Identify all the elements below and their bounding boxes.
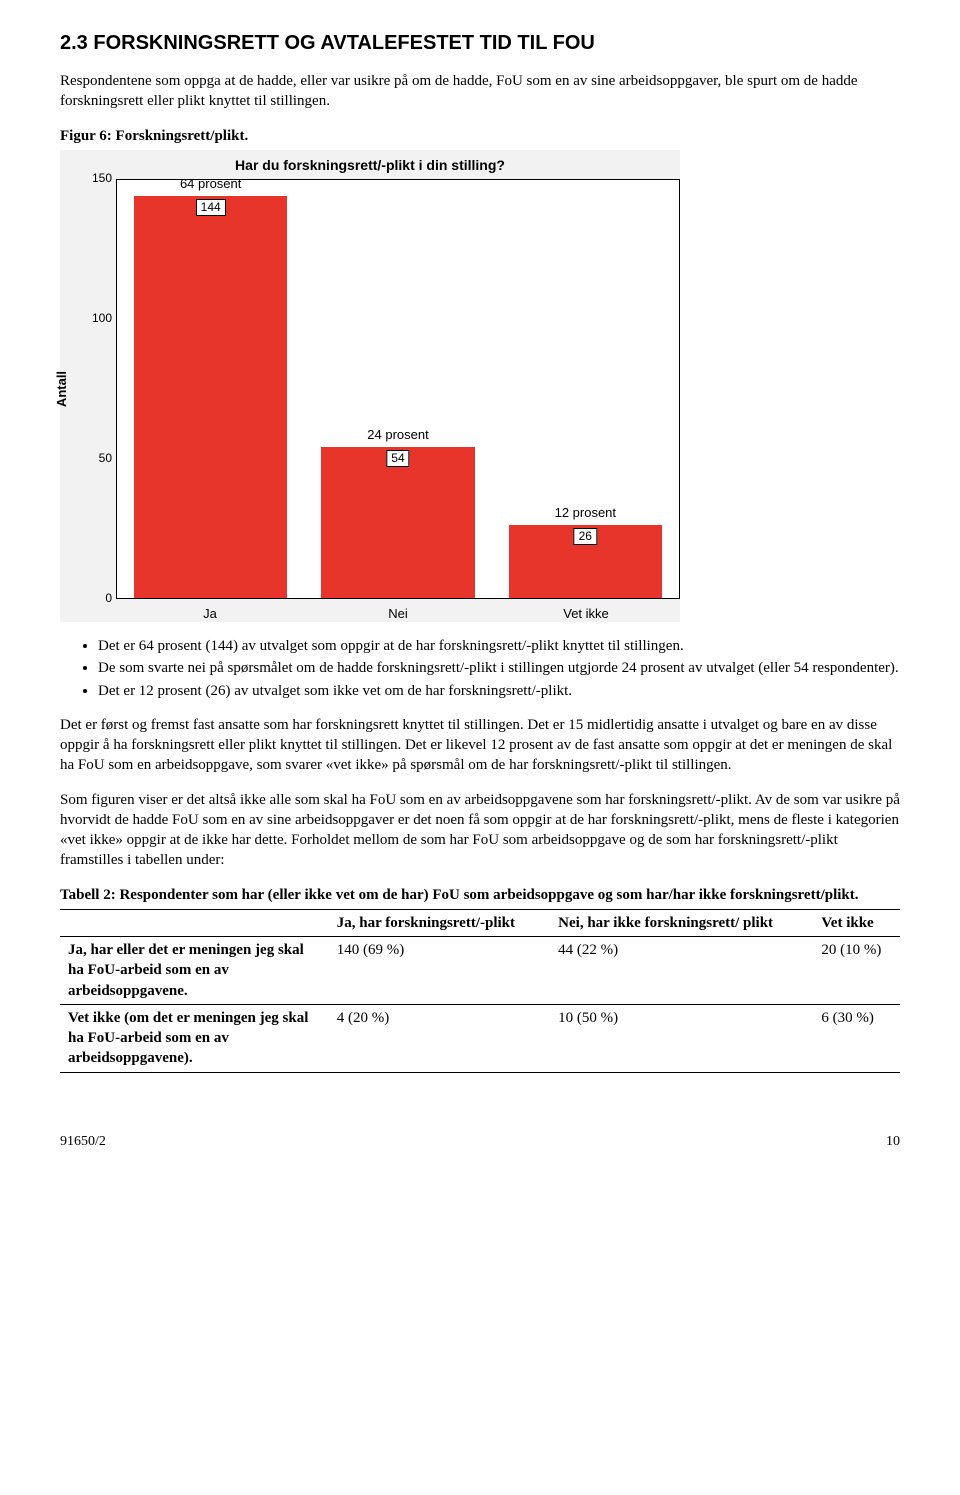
figure-caption: Figur 6: Forskningsrett/plikt. <box>60 126 900 146</box>
section-heading: 2.3 FORSKNINGSRETT OG AVTALEFESTET TID T… <box>60 30 900 57</box>
chart-bar-pct-label: 64 prosent <box>134 175 288 193</box>
chart-xtick: Nei <box>304 599 492 623</box>
page-footer: 91650/2 10 <box>60 1133 900 1152</box>
bullet-item: Det er 64 prosent (144) av utvalget som … <box>98 636 900 656</box>
chart-xtick: Vet ikke <box>492 599 680 623</box>
chart-bar-pct-label: 12 prosent <box>509 504 663 522</box>
chart-xtick: Ja <box>116 599 304 623</box>
table-row: Ja, har eller det er meningen jeg skal h… <box>60 937 900 1005</box>
chart-bar-n-label: 54 <box>386 450 409 468</box>
chart-bar-n-label: 144 <box>196 199 226 217</box>
chart-plot-area: 64 prosent14424 prosent5412 prosent26 <box>116 179 680 599</box>
chart-bar <box>134 196 288 597</box>
bullet-list: Det er 64 prosent (144) av utvalget som … <box>60 636 900 701</box>
table-cell: 4 (20 %) <box>329 1004 550 1072</box>
table-cell: 20 (10 %) <box>813 937 900 1005</box>
bar-chart: Har du forskningsrett/-plikt i din still… <box>60 150 680 622</box>
chart-ytick: 150 <box>92 171 112 187</box>
table-header-cell <box>60 909 329 936</box>
table-cell: 6 (30 %) <box>813 1004 900 1072</box>
table-cell: 44 (22 %) <box>550 937 813 1005</box>
body-paragraph-2: Som figuren viser er det altså ikke alle… <box>60 790 900 871</box>
table-rowhead-cell: Vet ikke (om det er meningen jeg skal ha… <box>60 1004 329 1072</box>
body-paragraph-1: Det er først og fremst fast ansatte som … <box>60 715 900 776</box>
chart-ytick: 100 <box>92 311 112 327</box>
table-header-cell: Ja, har forskningsrett/-plikt <box>329 909 550 936</box>
bullet-item: De som svarte nei på spørsmålet om de ha… <box>98 658 900 678</box>
table-cell: 10 (50 %) <box>550 1004 813 1072</box>
table-rowhead-cell: Ja, har eller det er meningen jeg skal h… <box>60 937 329 1005</box>
chart-ylabel: Antall <box>53 371 71 407</box>
chart-bar-pct-label: 24 prosent <box>321 426 475 444</box>
intro-paragraph: Respondentene som oppga at de hadde, ell… <box>60 71 900 112</box>
table-cell: 140 (69 %) <box>329 937 550 1005</box>
bullet-item: Det er 12 prosent (26) av utvalget som i… <box>98 681 900 701</box>
chart-bar <box>321 447 475 597</box>
footer-docref: 91650/2 <box>60 1133 106 1152</box>
footer-pagenum: 10 <box>886 1133 900 1152</box>
table-header-cell: Nei, har ikke forskningsrett/ plikt <box>550 909 813 936</box>
table-header-cell: Vet ikke <box>813 909 900 936</box>
chart-ytick: 0 <box>105 591 112 607</box>
table-2: Ja, har forskningsrett/-pliktNei, har ik… <box>60 909 900 1073</box>
table-caption: Tabell 2: Respondenter som har (eller ik… <box>60 885 900 905</box>
chart-ytick: 50 <box>99 451 112 467</box>
table-row: Vet ikke (om det er meningen jeg skal ha… <box>60 1004 900 1072</box>
chart-bar-n-label: 26 <box>574 528 597 546</box>
